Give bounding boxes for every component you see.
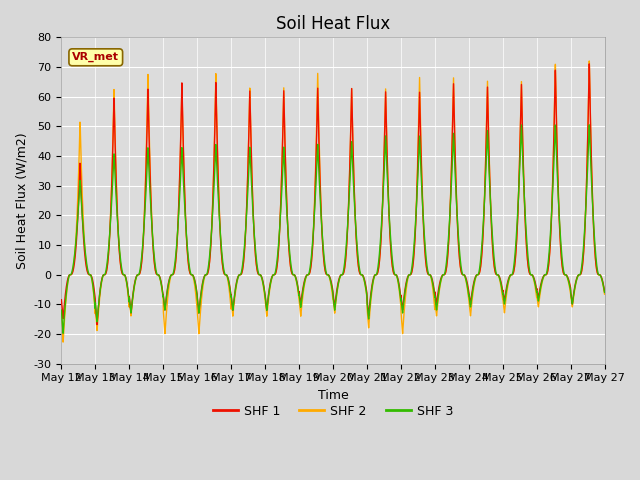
SHF 3 [586,122,593,128]
Line: SHF 2: SHF 2 [61,61,605,342]
SHF 2 [523,245,531,251]
SHF 3 [482,165,490,170]
Text: VR_met: VR_met [72,52,119,62]
SHF 2 [170,269,178,275]
Line: SHF 1: SHF 1 [61,64,605,324]
SHF 1 [482,148,490,154]
SHF 3 [509,270,516,276]
Y-axis label: Soil Heat Flux (W/m2): Soil Heat Flux (W/m2) [15,132,28,269]
SHF 2 [586,58,593,64]
SHF 1 [509,272,516,277]
SHF 3 [382,148,390,154]
Legend: SHF 1, SHF 2, SHF 3: SHF 1, SHF 2, SHF 3 [208,400,458,423]
SHF 1 [170,269,178,275]
SHF 3 [353,243,361,249]
SHF 1 [586,61,593,67]
SHF 3 [170,266,178,272]
SHF 2 [382,114,390,120]
SHF 1 [523,246,531,252]
SHF 1 [601,288,609,294]
SHF 3 [523,236,531,242]
SHF 2 [601,291,609,297]
SHF 2 [482,144,490,150]
SHF 3 [60,330,67,336]
Line: SHF 3: SHF 3 [61,125,605,333]
SHF 1 [353,250,361,255]
SHF 3 [58,307,65,313]
SHF 2 [509,272,516,277]
SHF 2 [60,339,67,345]
Title: Soil Heat Flux: Soil Heat Flux [276,15,390,33]
SHF 1 [58,297,65,302]
SHF 2 [353,250,361,255]
SHF 1 [93,322,101,327]
SHF 2 [58,312,65,318]
SHF 3 [601,289,609,295]
SHF 1 [382,116,390,122]
X-axis label: Time: Time [317,389,348,402]
